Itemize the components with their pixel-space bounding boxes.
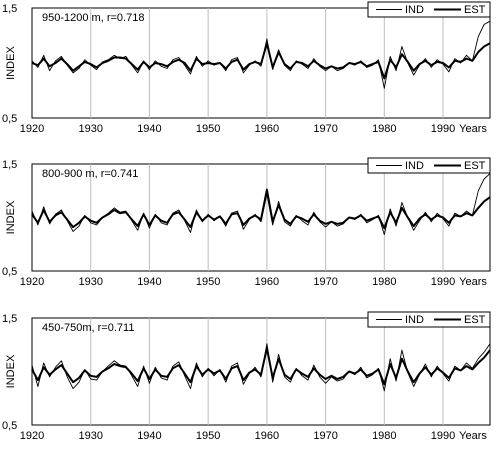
x-axis-title: Years (459, 430, 487, 442)
panel-title: 800-900 m, r=0.741 (42, 168, 138, 180)
y-tick-label-top: 1,5 (2, 3, 17, 15)
x-tick-label: 1970 (313, 123, 337, 135)
x-tick-label: 1940 (137, 123, 161, 135)
panel-title: 450-750m, r=0.711 (42, 322, 134, 334)
series-line-est (31, 42, 491, 80)
x-tick-label: 1930 (78, 276, 102, 288)
panel-title: 950-1200 m, r=0.718 (42, 12, 144, 24)
chart-panel-1: 1920 1930 1940 1950 1960 1970 1980 1990 Years 1,5… (2, 1, 491, 135)
series-line-ind (31, 20, 491, 89)
x-tick-label: 1940 (137, 430, 161, 442)
legend-label-est: EST (464, 160, 486, 172)
legend-box (367, 157, 491, 174)
x-tick-label: 1950 (196, 123, 220, 135)
chart-panel-2: 1920 1930 1940 1950 1960 1970 1980 1990 Years 1,5… (2, 157, 491, 288)
x-tick-label: 1920 (20, 123, 44, 135)
x-axis-title: Years (459, 276, 487, 288)
x-tick-label: 1980 (372, 123, 396, 135)
x-tick-label: 1990 (431, 430, 455, 442)
legend-label-ind: IND (405, 4, 424, 16)
series-line-ind (31, 343, 491, 392)
x-tick-label: 1960 (255, 430, 279, 442)
x-tick-label: 1920 (20, 430, 44, 442)
legend: IND EST (367, 157, 491, 174)
y-tick-label-top: 1,5 (2, 313, 17, 325)
series-line-ind (31, 173, 491, 236)
x-tick-label: 1980 (372, 276, 396, 288)
plot-frame (31, 317, 491, 426)
x-tick-label: 1950 (196, 276, 220, 288)
x-tick-label: 1940 (137, 276, 161, 288)
legend: IND EST (367, 1, 491, 18)
y-tick-label-bottom: 0,5 (2, 266, 17, 278)
y-axis-title: INDEX (5, 354, 17, 388)
y-axis-title: INDEX (5, 46, 17, 80)
x-tick-label: 1950 (196, 430, 220, 442)
x-tick-label: 1930 (78, 123, 102, 135)
legend-label-ind: IND (405, 314, 424, 326)
x-tick-label: 1930 (78, 430, 102, 442)
legend-label-est: EST (464, 4, 486, 16)
x-tick-label: 1980 (372, 430, 396, 442)
y-axis-title: INDEX (5, 200, 17, 234)
y-tick-label-top: 1,5 (2, 159, 17, 171)
x-tick-label: 1960 (255, 123, 279, 135)
y-tick-label-bottom: 0,5 (2, 113, 17, 125)
chart-panel-3: 1920 1930 1940 1950 1960 1970 1980 1990 Years 1,5… (2, 311, 491, 442)
x-tick-label: 1960 (255, 276, 279, 288)
x-axis-title: Years (459, 123, 487, 135)
legend-label-ind: IND (405, 160, 424, 172)
series-line-est (31, 347, 491, 386)
legend-label-est: EST (464, 314, 486, 326)
legend: IND EST (367, 311, 491, 328)
x-tick-label: 1920 (20, 276, 44, 288)
plot-frame (31, 163, 491, 272)
legend-box (367, 1, 491, 18)
x-tick-label: 1990 (431, 276, 455, 288)
legend-box (367, 311, 491, 328)
y-tick-label-bottom: 0,5 (2, 420, 17, 432)
series-line-est (31, 188, 491, 230)
x-tick-label: 1970 (313, 430, 337, 442)
x-tick-label: 1990 (431, 123, 455, 135)
x-tick-label: 1970 (313, 276, 337, 288)
